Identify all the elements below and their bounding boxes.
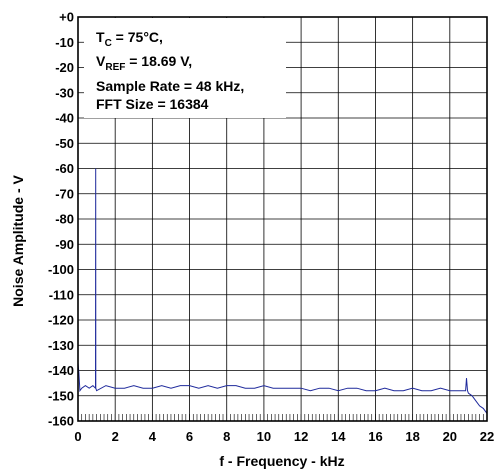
y-tick-label: -30: [55, 85, 74, 100]
annotation-background: [84, 18, 286, 118]
annotation-line-fft-size: FFT Size = 16384: [96, 96, 209, 112]
annotation-line-sample-rate: Sample Rate = 48 kHz,: [96, 78, 244, 94]
y-tick-label: -110: [49, 287, 74, 302]
x-tick-label: 16: [368, 429, 382, 444]
y-tick-label: -150: [48, 388, 74, 403]
y-tick-label: -80: [55, 212, 74, 227]
y-axis-title: Noise Amplitude - V: [10, 174, 26, 306]
x-tick-label: 0: [74, 429, 81, 444]
annotation-line-temperature: TC = 75°C,: [96, 29, 163, 49]
x-tick-label: 18: [405, 429, 419, 444]
x-tick-label: 20: [443, 429, 457, 444]
x-axis-title: f - Frequency - kHz: [219, 453, 344, 469]
y-tick-label: -140: [48, 363, 74, 378]
y-tick-labels: +0 -10 -20 -30 -40 -50 -60 -70 -80 -90 -100 -110 -12…: [48, 10, 74, 429]
y-tick-label: -50: [55, 136, 74, 151]
y-tick-label: -20: [55, 60, 74, 75]
x-tick-label: 12: [294, 429, 308, 444]
x-tick-labels: 0 2 4 6 8 10 12 14 16 18 20 22: [74, 429, 494, 444]
y-tick-label: -10: [55, 35, 74, 50]
y-tick-label: -90: [55, 237, 74, 252]
x-tick-label: 8: [223, 429, 230, 444]
x-tick-label: 10: [257, 429, 271, 444]
annotation-line-vref: VREF = 18.69 V,: [96, 53, 192, 73]
plot-frame: [77, 16, 488, 422]
y-tick-label: -70: [55, 186, 74, 201]
x-tick-label: 6: [186, 429, 193, 444]
x-tick-label: 14: [331, 429, 346, 444]
y-tick-label: -40: [55, 111, 74, 126]
y-tick-label: -100: [48, 262, 74, 277]
minor-tick-marks: [77, 414, 488, 421]
x-tick-label: 2: [112, 429, 119, 444]
y-tick-label: -120: [48, 313, 74, 328]
y-tick-label: -130: [48, 338, 74, 353]
y-tick-label: +0: [59, 10, 74, 25]
x-tick-label: 4: [149, 429, 157, 444]
y-tick-label: -160: [48, 414, 74, 429]
series-line-noise: [77, 168, 488, 414]
x-tick-label: 22: [480, 429, 494, 444]
y-tick-label: -60: [55, 161, 74, 176]
annotation-box: TC = 75°C, VREF = 18.69 V, Sample Rate =…: [84, 18, 286, 118]
